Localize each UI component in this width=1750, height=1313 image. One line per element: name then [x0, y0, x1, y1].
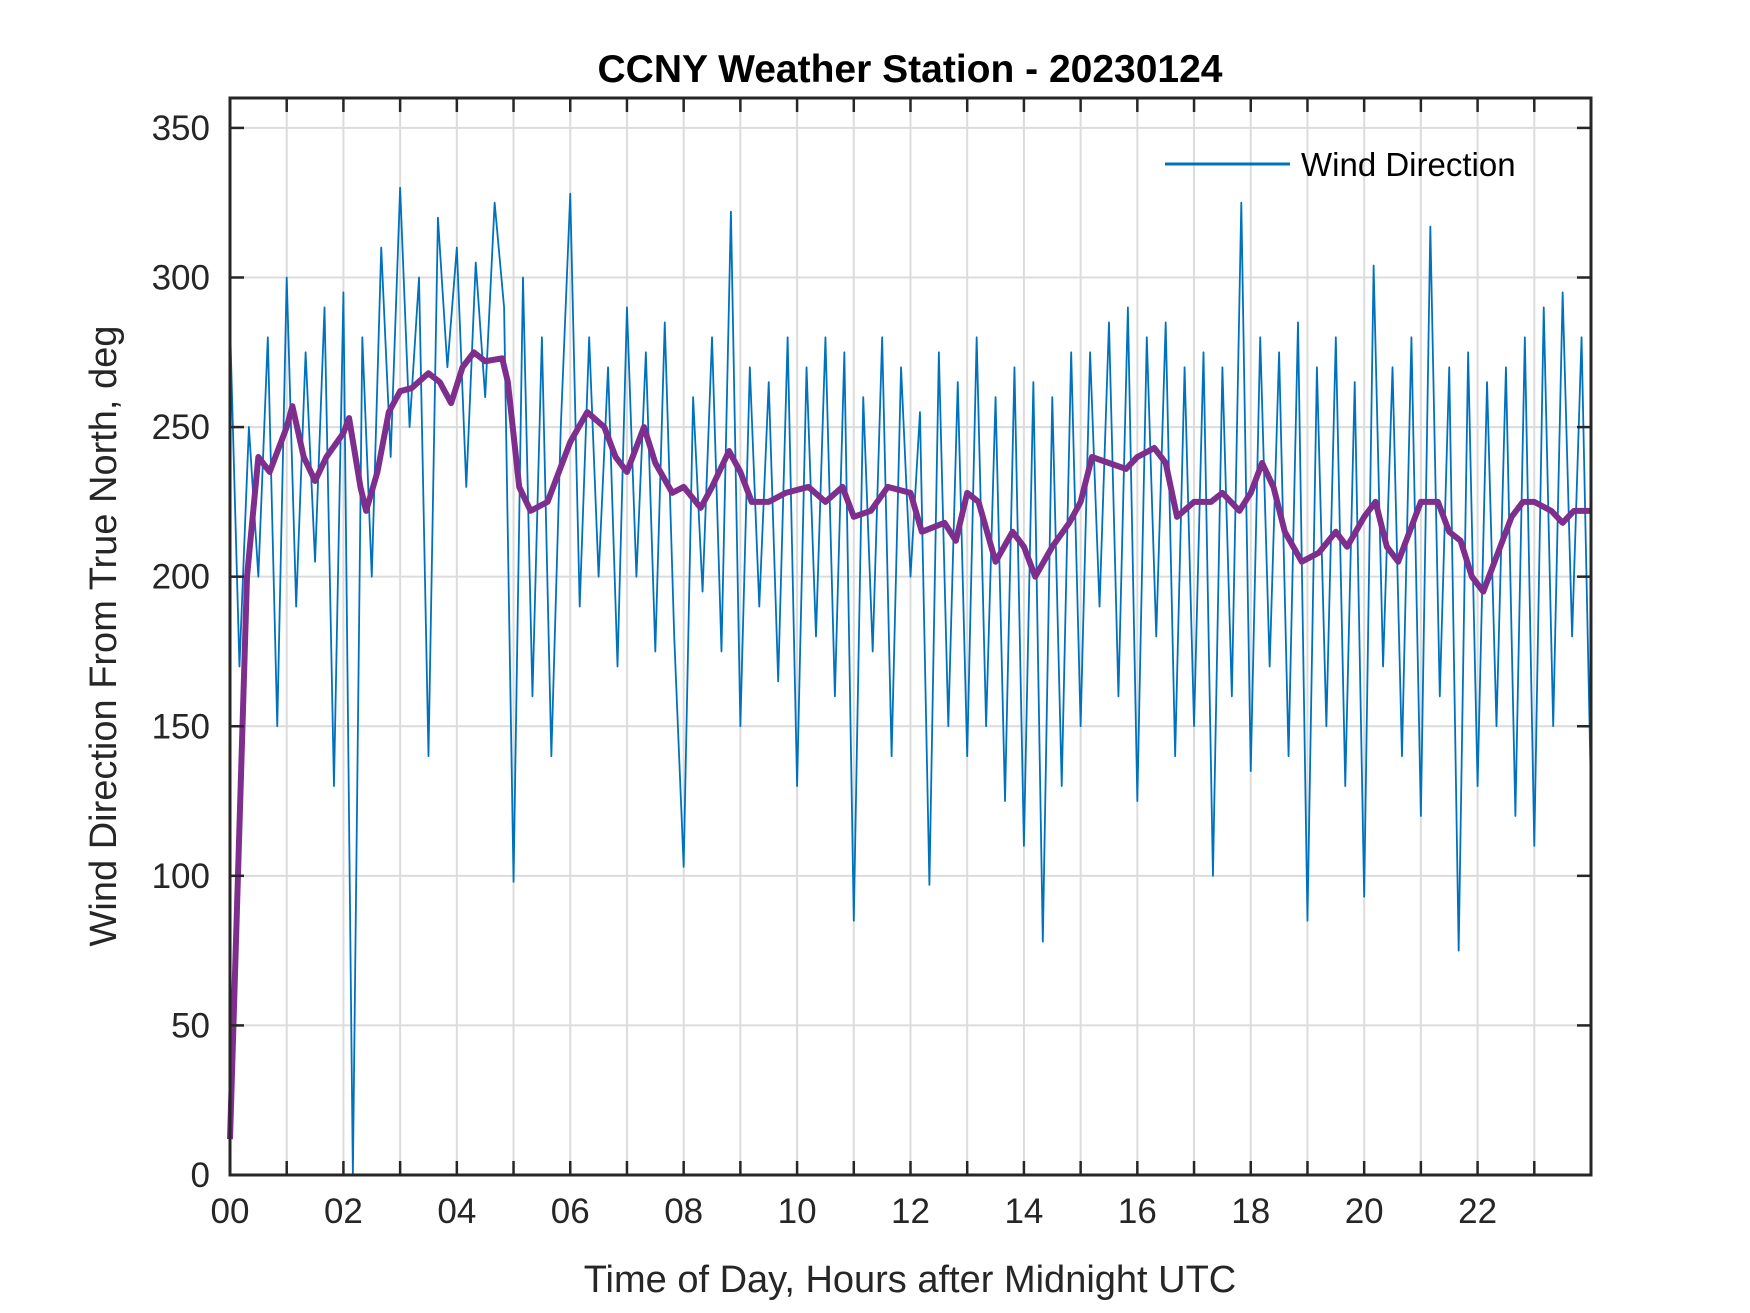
- x-tick-label: 06: [551, 1192, 590, 1231]
- x-axis-label: Time of Day, Hours after Midnight UTC: [584, 1259, 1237, 1301]
- legend: Wind Direction: [1165, 146, 1516, 183]
- y-tick-label: 250: [152, 408, 210, 447]
- x-tick-label: 08: [664, 1192, 703, 1231]
- y-tick-label: 150: [152, 707, 210, 746]
- axes-box: [228, 96, 1593, 1177]
- x-tick-label: 04: [437, 1192, 476, 1231]
- y-tick-label: 300: [152, 259, 210, 298]
- x-tick-label: 16: [1118, 1192, 1157, 1231]
- x-tick-label: 22: [1458, 1192, 1497, 1231]
- x-tick-label: 20: [1345, 1192, 1384, 1231]
- y-tick-label: 350: [152, 109, 210, 148]
- x-tick-label: 00: [211, 1192, 250, 1231]
- x-tick-label: 02: [324, 1192, 363, 1231]
- axes: 00 02 04 06 08 10 12 14 16 18 20 22 0 50 100 150 200 250 3…: [152, 96, 1593, 1231]
- y-tick-label: 200: [152, 558, 210, 597]
- x-tick-label: 18: [1231, 1192, 1270, 1231]
- x-tick-label: 12: [891, 1192, 930, 1231]
- y-tick-label: 50: [171, 1006, 210, 1045]
- series-wind-direction-average: [227, 349, 1591, 1140]
- chart-title: CCNY Weather Station - 20230124: [598, 48, 1223, 91]
- x-tick-label: 14: [1004, 1192, 1043, 1231]
- y-axis-label: Wind Direction From True North, deg: [83, 326, 125, 947]
- y-tick-label: 100: [152, 857, 210, 896]
- x-tick-label: 10: [778, 1192, 817, 1231]
- legend-label-wind-direction: Wind Direction: [1301, 146, 1516, 183]
- y-tick-label: 0: [191, 1156, 210, 1195]
